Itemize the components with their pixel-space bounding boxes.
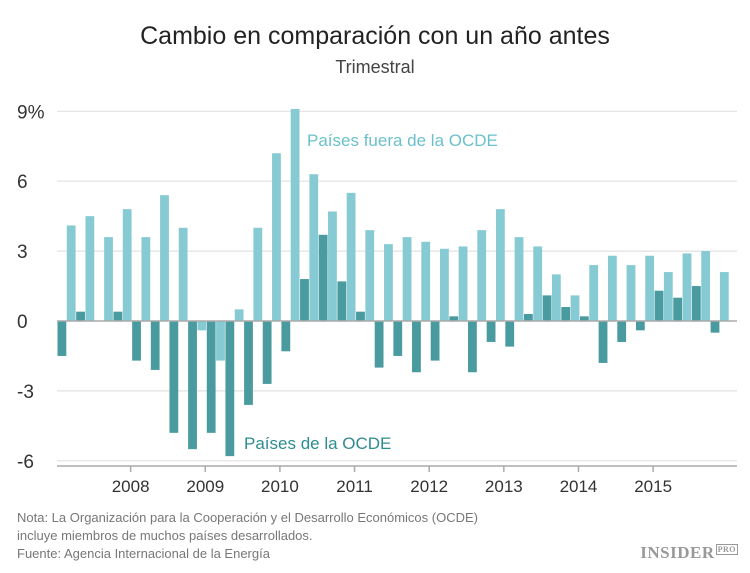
- bar-oecd: [635, 321, 645, 331]
- bar-oecd: [57, 321, 67, 356]
- bar-oecd: [206, 321, 216, 433]
- x-tick-label: 2010: [261, 477, 299, 496]
- bar-oecd: [579, 316, 589, 321]
- bar-non-oecd: [160, 195, 169, 321]
- bar-non-oecd: [346, 192, 356, 321]
- series-label-non-oecd: Países fuera de la OCDE: [307, 131, 498, 150]
- source: Fuente: Agencia Internacional de la Ener…: [17, 546, 270, 561]
- note-line-1: Nota: La Organización para la Cooperació…: [17, 510, 478, 525]
- bar-non-oecd: [384, 244, 393, 321]
- bar-non-oecd: [645, 255, 655, 321]
- bar-oecd: [430, 321, 440, 361]
- y-tick-label: -6: [17, 452, 34, 473]
- bar-oecd: [691, 286, 701, 321]
- bar-non-oecd: [272, 153, 281, 321]
- bar-non-oecd: [514, 237, 524, 321]
- bar-oecd: [524, 314, 533, 321]
- bar-oecd: [374, 321, 384, 368]
- bar-non-oecd: [141, 237, 151, 321]
- bar-oecd: [617, 321, 627, 342]
- x-tick-label: 2008: [112, 477, 150, 496]
- bar-non-oecd: [626, 265, 636, 321]
- note-line-2: incluye miembros de muchos países desarr…: [17, 528, 313, 543]
- bar-non-oecd: [589, 265, 599, 321]
- bar-non-oecd: [402, 237, 412, 321]
- bar-non-oecd: [495, 209, 505, 321]
- bar-non-oecd: [178, 227, 188, 321]
- chart-title: Cambio en comparación con un año antes: [140, 22, 610, 50]
- logo-text: INSIDER: [640, 543, 715, 562]
- bar-oecd: [300, 279, 309, 321]
- bar-oecd: [244, 321, 253, 405]
- bar-non-oecd: [719, 272, 729, 321]
- y-tick-label: 3: [17, 242, 28, 263]
- bar-oecd: [188, 321, 197, 450]
- bar-oecd: [76, 311, 85, 321]
- bar-chart: 9% 6 3 0 -3 -6 2008 2009 2010 2011 2012 2013 2014 201…: [17, 102, 737, 496]
- bar-oecd: [225, 321, 235, 457]
- bar-non-oecd: [533, 246, 543, 321]
- x-tick-label: 2014: [560, 477, 598, 496]
- bar-oecd: [318, 234, 328, 321]
- bar-non-oecd: [216, 321, 225, 361]
- bar-non-oecd: [85, 216, 95, 321]
- bar-non-oecd: [551, 274, 561, 321]
- bar-oecd: [710, 321, 720, 333]
- bar-oecd: [169, 321, 179, 433]
- bar-oecd: [486, 321, 496, 342]
- bar-non-oecd: [701, 251, 711, 321]
- x-tick-label: 2011: [336, 477, 373, 496]
- bar-oecd: [262, 321, 272, 384]
- bar-non-oecd: [122, 209, 132, 321]
- x-tick-label: 2015: [634, 477, 672, 496]
- bar-non-oecd: [570, 295, 580, 321]
- bar-oecd: [598, 321, 608, 363]
- bar-oecd: [449, 316, 459, 321]
- bar-oecd: [132, 321, 141, 361]
- y-tick-label: 0: [17, 312, 28, 333]
- x-tick-label: 2012: [410, 477, 448, 496]
- bar-non-oecd: [234, 309, 244, 321]
- bar-oecd: [468, 321, 477, 373]
- bar-non-oecd: [607, 255, 617, 321]
- bar-oecd: [281, 321, 291, 352]
- x-tick-label: 2013: [485, 477, 523, 496]
- bar-non-oecd: [328, 211, 337, 321]
- bar-oecd: [542, 295, 552, 321]
- bar-oecd: [654, 290, 664, 321]
- bar-non-oecd: [309, 174, 319, 321]
- y-tick-label: 6: [17, 172, 28, 193]
- bar-oecd: [412, 321, 421, 373]
- chart-subtitle: Trimestral: [335, 57, 415, 77]
- bar-non-oecd: [253, 227, 263, 321]
- series-label-oecd: Países de la OCDE: [244, 434, 391, 453]
- bar-non-oecd: [458, 246, 468, 321]
- x-tick-label: 2009: [186, 477, 224, 496]
- bar-oecd: [356, 311, 365, 321]
- insider-pro-logo: INSIDER PRO: [640, 543, 738, 563]
- bar-non-oecd: [104, 237, 113, 321]
- bar-non-oecd: [440, 248, 449, 321]
- bar-oecd: [150, 321, 160, 370]
- bar-non-oecd: [477, 230, 487, 321]
- bar-non-oecd: [197, 321, 207, 331]
- bar-non-oecd: [290, 108, 300, 321]
- bar-oecd: [505, 321, 515, 347]
- bar-oecd: [561, 307, 571, 321]
- bar-oecd: [113, 311, 123, 321]
- logo-badge: PRO: [715, 544, 738, 555]
- bar-non-oecd: [421, 241, 431, 321]
- bar-non-oecd: [682, 253, 692, 321]
- y-tick-label: -3: [17, 382, 34, 403]
- bar-oecd: [393, 321, 403, 356]
- bar-non-oecd: [663, 272, 673, 321]
- bar-non-oecd: [365, 230, 375, 321]
- y-tick-label: 9%: [17, 102, 45, 123]
- bar-oecd: [673, 297, 683, 321]
- bar-oecd: [337, 281, 347, 321]
- bar-non-oecd: [66, 225, 76, 321]
